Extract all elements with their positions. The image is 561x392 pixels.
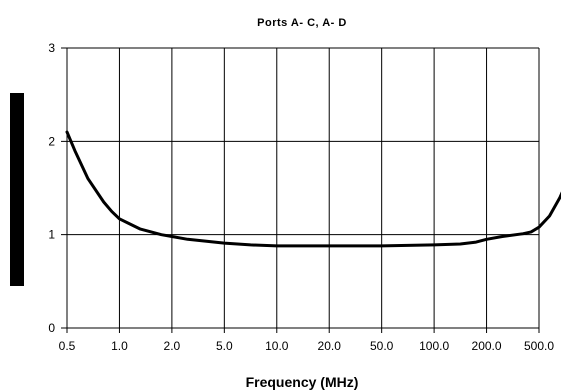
y-tick-label: 3 bbox=[48, 41, 55, 55]
x-tick-label: 500.0 bbox=[524, 339, 554, 353]
x-tick-label: 100.0 bbox=[419, 339, 449, 353]
x-tick-label: 200.0 bbox=[472, 339, 502, 353]
x-tick-label: 2.0 bbox=[164, 339, 181, 353]
grid bbox=[61, 47, 540, 329]
x-tick-label: 5.0 bbox=[216, 339, 233, 353]
x-tick-label: 1.0 bbox=[111, 339, 128, 353]
y-axis: 0 1 2 3 bbox=[48, 41, 55, 335]
x-tick-label: 20.0 bbox=[318, 339, 342, 353]
y-tick-label: 2 bbox=[48, 134, 55, 148]
x-tick-label: 0.5 bbox=[59, 339, 76, 353]
series-group bbox=[65, 130, 561, 248]
x-tick-label: 50.0 bbox=[370, 339, 394, 353]
y-tick-label: 1 bbox=[48, 228, 55, 242]
x-axis: 0.5 1.0 2.0 5.0 10.0 20.0 50.0 100.0 200.0 500.0 bbox=[59, 328, 554, 353]
chart-title: Ports A- C, A- D bbox=[257, 17, 347, 29]
x-tick-label: 10.0 bbox=[265, 339, 289, 353]
y-axis-label-redaction bbox=[10, 93, 24, 286]
y-tick-label: 0 bbox=[48, 321, 55, 335]
x-axis-label: Frequency (MHz) bbox=[246, 374, 359, 390]
series-line bbox=[65, 130, 561, 248]
